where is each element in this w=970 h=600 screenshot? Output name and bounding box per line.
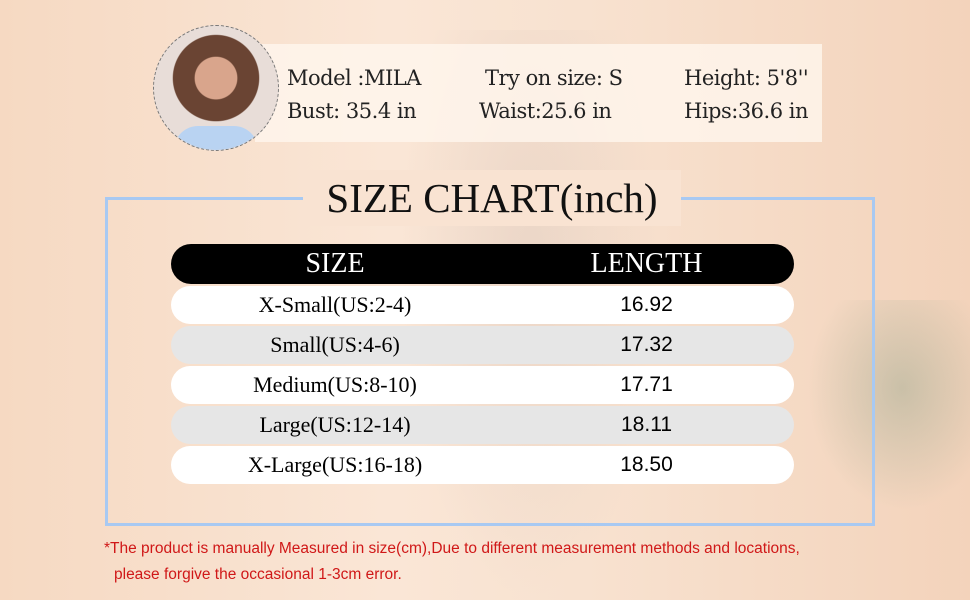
size-cell: Large(US:12-14) [259,412,411,437]
table-row: Medium(US:8-10) 17.71 [171,366,794,404]
model-name: Model :MILA [287,66,421,90]
size-chart-title: SIZE CHART(inch) [303,170,681,226]
size-table: SIZE LENGTH X-Small(US:2-4) 16.92 Small(… [171,244,794,486]
model-avatar [153,25,279,151]
model-hips: Hips:36.6 in [684,99,809,123]
size-cell: Small(US:4-6) [270,332,400,357]
background-plant [800,300,970,520]
model-bust: Bust: 35.4 in [287,99,417,123]
table-row: X-Small(US:2-4) 16.92 [171,286,794,324]
length-cell: 18.50 [620,453,673,476]
size-cell: X-Small(US:2-4) [258,292,412,317]
table-header: SIZE LENGTH [171,244,794,284]
length-cell: 18.11 [621,413,672,436]
size-cell: Medium(US:8-10) [253,372,417,397]
table-row: Small(US:4-6) 17.32 [171,326,794,364]
model-info-panel [255,44,822,142]
length-cell: 17.32 [620,333,673,356]
length-cell: 16.92 [620,293,673,316]
table-row: X-Large(US:16-18) 18.50 [171,446,794,484]
header-length: LENGTH [590,248,703,279]
try-on-size: Try on size: S [485,66,623,90]
model-waist: Waist:25.6 in [479,99,612,123]
table-row: Large(US:12-14) 18.11 [171,406,794,444]
length-cell: 17.71 [620,373,673,396]
header-size: SIZE [305,248,365,279]
model-height: Height: 5'8'' [684,66,809,90]
measurement-note-line2: please forgive the occasional 1-3cm erro… [114,566,402,583]
size-cell: X-Large(US:16-18) [247,452,423,477]
measurement-note-line1: *The product is manually Measured in siz… [104,540,800,557]
